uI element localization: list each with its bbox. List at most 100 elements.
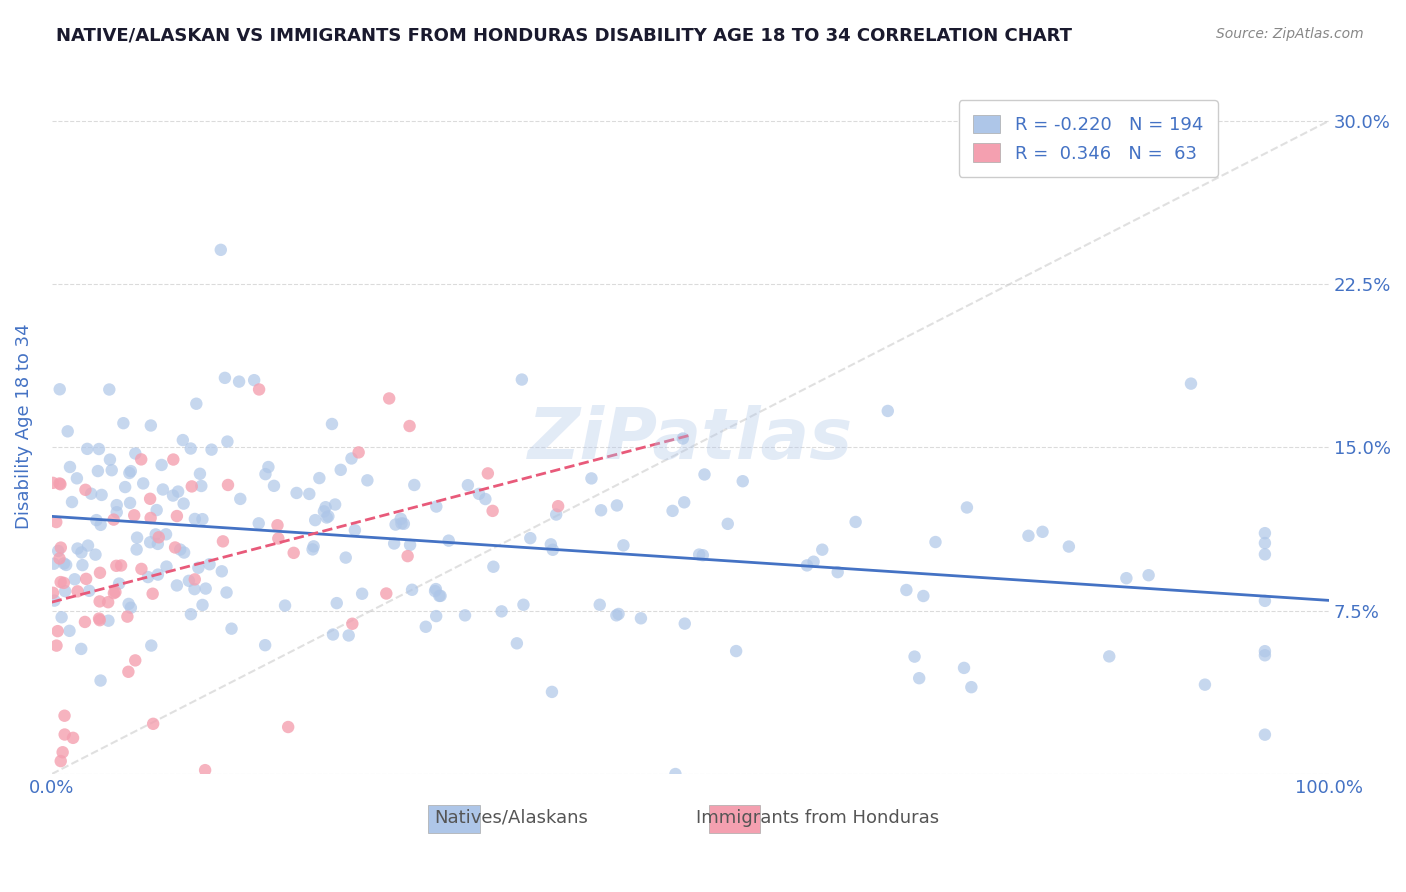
- Point: [924, 535, 946, 549]
- Point: [1180, 376, 1202, 391]
- Point: [139, 535, 162, 549]
- Point: [118, 466, 141, 480]
- Point: [415, 620, 437, 634]
- Text: Immigrants from Honduras: Immigrants from Honduras: [696, 809, 939, 827]
- Point: [229, 491, 252, 506]
- Point: [53, 584, 76, 599]
- Point: [48, 551, 70, 566]
- Point: [1254, 644, 1277, 658]
- Point: [217, 434, 239, 449]
- Point: [329, 463, 352, 477]
- Point: [45, 515, 67, 529]
- Point: [607, 607, 630, 621]
- Point: [263, 479, 285, 493]
- Point: [70, 545, 93, 559]
- Point: [117, 597, 139, 611]
- Text: Natives/Alaskans: Natives/Alaskans: [434, 809, 589, 827]
- Point: [1254, 547, 1277, 561]
- Point: [315, 500, 337, 515]
- Point: [375, 586, 398, 600]
- Point: [212, 534, 235, 549]
- Point: [108, 576, 131, 591]
- Point: [87, 611, 110, 625]
- Point: [277, 720, 299, 734]
- Point: [1254, 536, 1277, 550]
- Point: [89, 613, 111, 627]
- Point: [267, 532, 290, 546]
- Point: [301, 542, 323, 557]
- Point: [803, 555, 825, 569]
- Point: [425, 609, 447, 624]
- Point: [506, 636, 529, 650]
- Point: [323, 498, 346, 512]
- Point: [347, 445, 370, 459]
- Point: [62, 731, 84, 745]
- Point: [321, 417, 343, 431]
- Point: [110, 558, 132, 573]
- Point: [315, 510, 337, 524]
- Point: [53, 708, 76, 723]
- Point: [180, 607, 202, 622]
- Text: NATIVE/ALASKAN VS IMMIGRANTS FROM HONDURAS DISABILITY AGE 18 TO 34 CORRELATION C: NATIVE/ALASKAN VS IMMIGRANTS FROM HONDUR…: [56, 27, 1073, 45]
- Point: [145, 503, 167, 517]
- Point: [214, 371, 236, 385]
- Point: [342, 616, 364, 631]
- Point: [58, 624, 80, 638]
- Point: [49, 541, 72, 555]
- Point: [692, 548, 714, 562]
- Point: [254, 638, 277, 652]
- Point: [52, 575, 75, 590]
- Point: [141, 639, 163, 653]
- Point: [673, 495, 696, 509]
- Point: [146, 537, 169, 551]
- Point: [132, 476, 155, 491]
- Point: [326, 596, 349, 610]
- Point: [541, 685, 564, 699]
- Point: [1031, 524, 1053, 539]
- Point: [52, 745, 75, 759]
- Point: [285, 486, 308, 500]
- Point: [664, 767, 686, 781]
- Point: [482, 559, 505, 574]
- Point: [183, 582, 205, 596]
- Point: [77, 583, 100, 598]
- Point: [66, 584, 89, 599]
- Point: [547, 499, 569, 513]
- Point: [491, 604, 513, 618]
- Point: [423, 584, 446, 599]
- Point: [827, 565, 849, 579]
- Point: [474, 491, 496, 506]
- Point: [953, 661, 976, 675]
- Point: [97, 614, 120, 628]
- Point: [70, 641, 93, 656]
- Point: [86, 513, 108, 527]
- Point: [105, 505, 128, 519]
- Point: [49, 575, 72, 590]
- Point: [120, 464, 142, 478]
- Point: [152, 483, 174, 497]
- Point: [389, 512, 412, 526]
- Point: [73, 615, 96, 629]
- Point: [392, 516, 415, 531]
- Point: [53, 557, 76, 571]
- Point: [217, 478, 239, 492]
- Point: [425, 582, 447, 596]
- Point: [139, 418, 162, 433]
- Point: [693, 467, 716, 482]
- Point: [211, 564, 233, 578]
- Point: [352, 587, 374, 601]
- Point: [337, 628, 360, 642]
- Point: [188, 467, 211, 481]
- Point: [546, 508, 568, 522]
- Point: [72, 558, 94, 573]
- Point: [266, 518, 288, 533]
- Point: [673, 616, 696, 631]
- Point: [425, 500, 447, 514]
- Point: [125, 542, 148, 557]
- Point: [146, 567, 169, 582]
- Point: [98, 452, 121, 467]
- Point: [177, 574, 200, 588]
- Point: [129, 452, 152, 467]
- Point: [172, 433, 194, 447]
- Point: [90, 488, 112, 502]
